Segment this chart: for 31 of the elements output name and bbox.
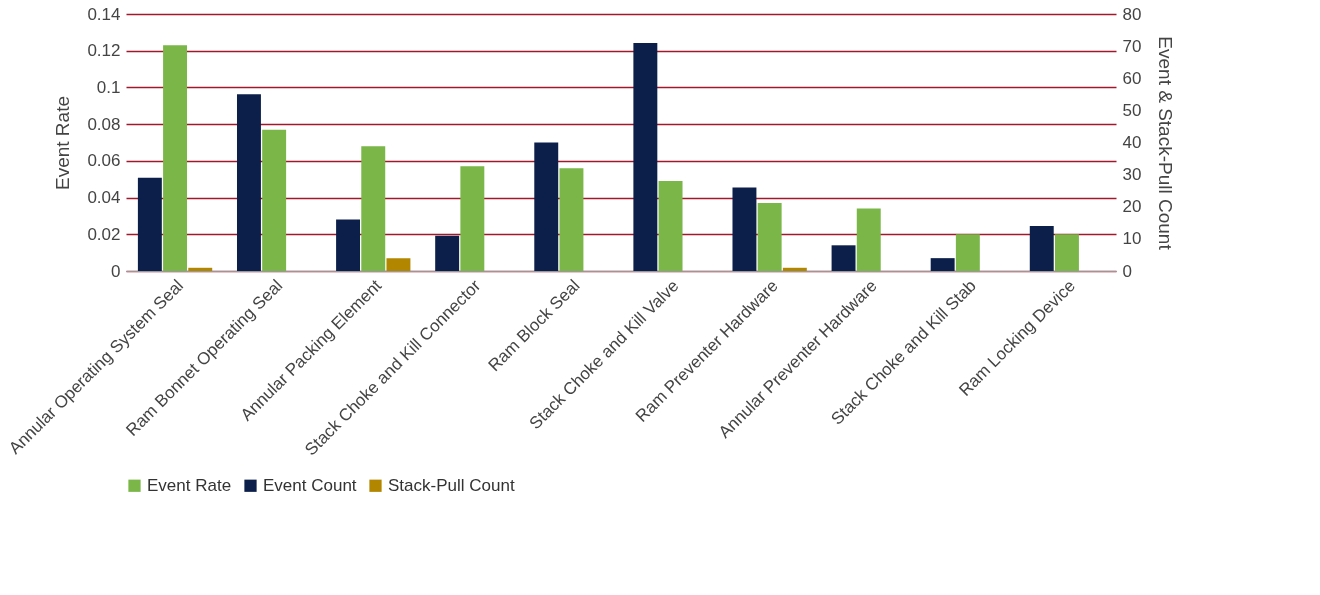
- y-axis-title: Event Rate: [52, 96, 74, 190]
- y2-tick-label: 0: [1122, 261, 1132, 281]
- legend-label: Stack-Pull Count: [388, 475, 515, 495]
- y-tick-label: 0.04: [87, 188, 121, 208]
- y2-axis-title: Event & Stack-Pull Count: [1155, 36, 1177, 251]
- y2-tick-label: 30: [1122, 165, 1142, 185]
- y2-tick-label: 10: [1122, 229, 1142, 249]
- y2-tick-label: 70: [1122, 36, 1142, 56]
- legend-label: Event Rate: [147, 475, 232, 495]
- y-tick-label: 0.08: [87, 114, 121, 134]
- legend-label: Event Count: [263, 475, 357, 495]
- y2-tick-label: 20: [1122, 197, 1142, 217]
- y-tick-label: 0.1: [96, 77, 121, 97]
- y2-tick-label: 50: [1122, 100, 1142, 120]
- y2-tick-label: 40: [1122, 133, 1142, 152]
- bar: [163, 45, 188, 271]
- y-tick-label: 0.14: [87, 4, 121, 24]
- y-tick-label: 0: [111, 261, 121, 281]
- bar: [782, 267, 807, 271]
- bar: [633, 42, 658, 271]
- y2-tick-label: 60: [1122, 68, 1142, 88]
- y-tick-label: 0.02: [87, 224, 121, 244]
- bar: [386, 258, 411, 271]
- y-tick-label: 0.06: [87, 151, 121, 171]
- bar: [856, 208, 881, 271]
- y2-tick-label: 80: [1122, 4, 1142, 24]
- bar: [188, 267, 213, 271]
- y-tick-label: 0.12: [87, 41, 121, 61]
- bar: [361, 146, 386, 271]
- bar: [955, 234, 980, 271]
- bar: [460, 166, 485, 271]
